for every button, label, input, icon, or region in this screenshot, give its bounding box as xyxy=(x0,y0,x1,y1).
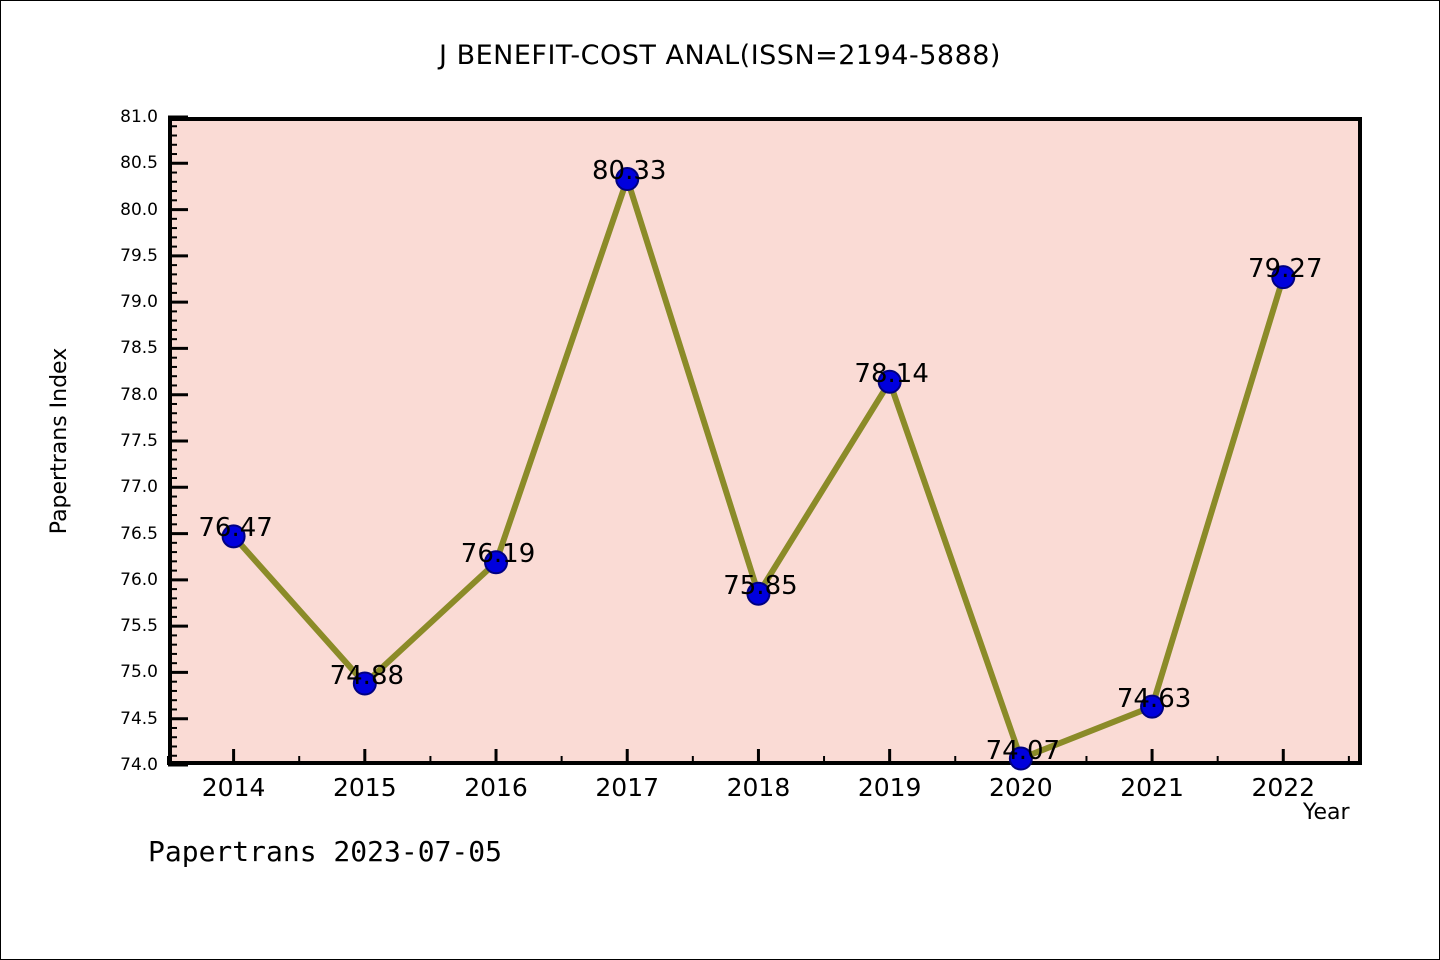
x-tick-label: 2016 xyxy=(464,773,528,802)
y-tick-label: 78.0 xyxy=(120,384,158,405)
y-tick-label: 79.5 xyxy=(120,245,158,266)
point-value-label: 74.88 xyxy=(329,660,405,691)
y-tick-label: 77.0 xyxy=(120,477,158,498)
x-tick-label: 2021 xyxy=(1120,773,1184,802)
x-tick-label: 2018 xyxy=(726,773,791,802)
y-tick-label: 78.5 xyxy=(120,338,158,359)
point-value-label: 74.63 xyxy=(1116,683,1192,714)
point-value-label: 76.47 xyxy=(198,513,273,544)
y-tick-label: 80.5 xyxy=(120,153,158,174)
y-tick-label: 75.0 xyxy=(120,662,158,683)
x-tick-label: 2019 xyxy=(857,773,922,802)
x-tick-label: 2015 xyxy=(333,773,397,802)
point-value-label: 75.85 xyxy=(723,570,798,601)
point-value-label: 79.27 xyxy=(1248,254,1323,285)
y-tick-label: 76.5 xyxy=(120,523,158,544)
y-tick-label: 81.0 xyxy=(120,107,158,127)
y-tick-label: 74.5 xyxy=(120,708,158,729)
y-tick-label: 74.0 xyxy=(120,755,158,775)
y-tick-label: 77.5 xyxy=(120,431,158,451)
footer-note: Papertrans 2023-07-05 xyxy=(148,835,503,868)
y-tick-label: 75.5 xyxy=(120,616,158,637)
point-value-label: 78.14 xyxy=(854,358,929,389)
y-tick-label: 79.0 xyxy=(120,292,158,313)
x-tick-label: 2020 xyxy=(989,773,1053,802)
chart-title: J BENEFIT-COST ANAL(ISSN=2194-5888) xyxy=(439,40,1001,71)
point-value-label: 76.19 xyxy=(460,539,536,570)
x-axis-label: Year xyxy=(1303,800,1350,825)
x-tick-label: 2014 xyxy=(201,773,266,802)
y-tick-label: 80.0 xyxy=(120,199,158,220)
x-tick-label: 2022 xyxy=(1251,773,1316,802)
point-value-label: 74.07 xyxy=(985,735,1061,766)
y-axis-label: Papertrans Index xyxy=(47,347,72,535)
x-tick-label: 2017 xyxy=(595,773,660,802)
point-value-label: 80.33 xyxy=(592,156,667,187)
y-tick-label: 76.0 xyxy=(120,569,158,590)
